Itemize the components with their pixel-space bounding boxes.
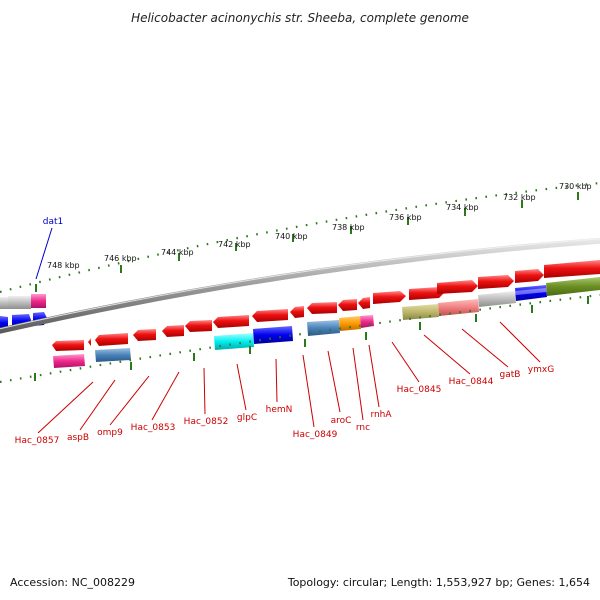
scale-label: 730 kbp	[559, 182, 592, 191]
gene-feature	[8, 296, 31, 309]
gene-leader	[151, 371, 180, 421]
gene-arrow	[133, 329, 156, 341]
gene-leader-lines	[37, 321, 541, 434]
scale-label: 732 kbp	[503, 193, 536, 202]
gene-arrow	[162, 325, 184, 337]
gene-label-hac0852: Hac_0852	[184, 417, 229, 427]
feature-block	[95, 348, 131, 362]
gene-leader	[327, 350, 341, 413]
feature-block-sheen	[515, 288, 547, 295]
gene-labels: Hac_0857 aspB omp9 Hac_0853 Hac_0852 glp…	[15, 365, 555, 446]
gene-leader	[203, 367, 206, 415]
gene-arrow	[290, 306, 304, 318]
lower-scale-track	[0, 293, 600, 384]
upper-scale-track	[0, 181, 600, 294]
gene-label-ymxg: ymxG	[528, 365, 554, 375]
gene-arrow	[52, 340, 84, 351]
gene-label-gatb: gatB	[500, 370, 521, 380]
feature-block	[546, 277, 600, 296]
feature-block	[360, 315, 374, 328]
gene-leader	[352, 347, 364, 421]
gene-arrow	[307, 302, 337, 314]
feature-block	[307, 320, 340, 336]
accession-text: Accession: NC_008229	[10, 576, 135, 589]
scale-label: 744 kbp	[161, 248, 194, 257]
gene-label-dat1: dat1	[43, 217, 63, 227]
feature-block	[478, 291, 516, 307]
feature-block	[339, 316, 361, 331]
gene-arrow	[544, 260, 600, 278]
gene-arrow	[88, 338, 91, 346]
gene-arrow	[358, 297, 370, 309]
gene-leader	[236, 363, 247, 411]
scale-label: 742 kbp	[218, 240, 251, 249]
feature-block	[515, 285, 547, 301]
gene-leader	[499, 321, 541, 363]
scale-label: 746 kbp	[104, 254, 137, 263]
gene-arrow	[515, 269, 544, 283]
scale-label: 734 kbp	[446, 203, 479, 212]
gene-arrow	[373, 291, 406, 304]
feature-block	[214, 333, 254, 350]
topology-text: Topology: circular; Length: 1,553,927 bp…	[287, 576, 590, 589]
feature-block	[253, 326, 293, 344]
gene-feature	[31, 294, 46, 308]
gene-label-glpc: glpC	[237, 413, 257, 423]
gene-feature	[0, 297, 8, 309]
gene-label-omp9: omp9	[97, 428, 123, 438]
genome-backbone-highlight	[0, 238, 600, 330]
gene-label-hac0849: Hac_0849	[293, 430, 338, 440]
gene-leader	[461, 328, 509, 368]
scale-label: 740 kbp	[275, 232, 308, 241]
gene-arrow	[437, 280, 478, 294]
gene-leader	[79, 379, 116, 431]
gene-arrow	[185, 320, 212, 332]
gene-leader	[391, 341, 420, 383]
gene-leader-dat1	[35, 227, 53, 280]
gene-label-hac0844: Hac_0844	[449, 377, 494, 387]
gene-arrows	[52, 260, 600, 351]
gene-arrow	[338, 299, 357, 311]
gene-leader	[275, 358, 278, 403]
gene-arrow	[252, 309, 288, 322]
gene-label-rnc: rnc	[356, 423, 370, 433]
feature-block	[438, 299, 479, 316]
gene-leader	[368, 344, 380, 408]
gene-leader	[37, 381, 94, 434]
gene-arrow	[213, 315, 249, 328]
gene-label-hac0857: Hac_0857	[15, 436, 60, 446]
scale-labels: 748 kbp 746 kbp 744 kbp 742 kbp 740 kbp …	[47, 182, 592, 270]
scale-label: 736 kbp	[389, 213, 422, 222]
gene-leader	[423, 334, 471, 375]
forward-strand-features	[0, 294, 46, 309]
gene-leader	[109, 375, 150, 426]
gene-arrow	[95, 333, 128, 346]
gene-arrow	[409, 287, 445, 300]
gene-label-hac0853: Hac_0853	[131, 423, 176, 433]
gene-label-aroc: aroC	[331, 416, 352, 426]
gene-label-hac0845: Hac_0845	[397, 385, 442, 395]
gene-leader	[302, 354, 315, 428]
scale-label: 748 kbp	[47, 261, 80, 270]
map-title: Helicobacter acinonychis str. Sheeba, co…	[131, 11, 469, 25]
gene-label-aspb: aspB	[67, 433, 89, 443]
scale-label: 738 kbp	[332, 223, 365, 232]
gene-arrow	[478, 275, 514, 289]
feature-blocks	[53, 277, 600, 368]
feature-block	[53, 354, 85, 368]
gene-label-hemn: hemN	[266, 405, 293, 415]
gene-label-rnha: rnhA	[370, 410, 392, 420]
genome-backbone	[0, 237, 600, 334]
